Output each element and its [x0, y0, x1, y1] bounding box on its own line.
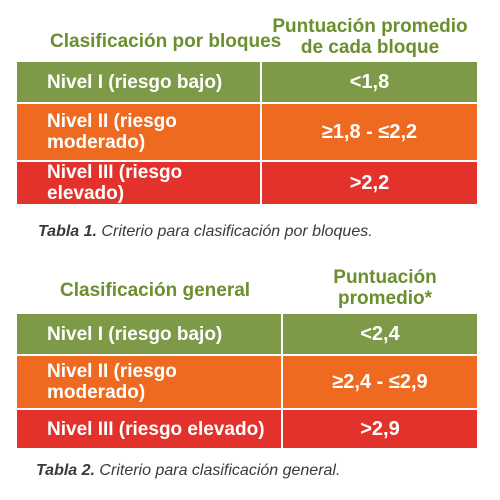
- level-value: >2,2: [260, 160, 479, 206]
- table-row: Nivel II (riesgo moderado) ≥2,4 - ≤2,9: [15, 354, 479, 410]
- level-label-line2: moderado): [47, 132, 146, 153]
- table-1-header-right-line1: Puntuación promedio: [272, 16, 468, 37]
- table-1: Nivel I (riesgo bajo) <1,8 Nivel II (rie…: [15, 60, 479, 206]
- table-2-header-right-line1: Puntuación: [333, 267, 437, 288]
- level-label: Nivel II (riesgo moderado): [15, 354, 283, 410]
- table-2-header-right: Puntuación promedio*: [290, 267, 480, 309]
- table-row: Nivel II (riesgo moderado) ≥1,8 - ≤2,2: [15, 102, 479, 162]
- table-2-header-left: Clasificación general: [60, 280, 251, 301]
- table-row: Nivel III (riesgo elevado) >2,2: [15, 160, 479, 206]
- level-value: <2,4: [281, 312, 479, 356]
- table-row: Nivel I (riesgo bajo) <2,4: [15, 312, 479, 356]
- table-1-header-right: Puntuación promedio de cada bloque: [255, 16, 485, 58]
- table-2-header-right-line2: promedio*: [338, 288, 432, 309]
- table-1-caption: Tabla 1. Criterio para clasificación por…: [38, 223, 373, 241]
- level-value: ≥1,8 - ≤2,2: [260, 102, 479, 162]
- level-label: Nivel III (riesgo elevado): [15, 160, 262, 206]
- table-1-header-left: Clasificación por bloques: [50, 31, 282, 52]
- table-row: Nivel III (riesgo elevado) >2,9: [15, 408, 479, 450]
- level-label-line1: Nivel II (riesgo: [47, 111, 177, 132]
- level-value: <1,8: [260, 60, 479, 104]
- table-2-caption: Tabla 2. Criterio para clasificación gen…: [36, 462, 340, 480]
- table-1-header-right-line2: de cada bloque: [300, 37, 440, 58]
- level-label-line2: moderado): [47, 382, 146, 403]
- caption-label: Tabla 2.: [36, 462, 95, 479]
- level-value: >2,9: [281, 408, 479, 450]
- level-value: ≥2,4 - ≤2,9: [281, 354, 479, 410]
- caption-text: Criterio para clasificación por bloques.: [96, 223, 373, 240]
- table-row: Nivel I (riesgo bajo) <1,8: [15, 60, 479, 104]
- table-2: Nivel I (riesgo bajo) <2,4 Nivel II (rie…: [15, 312, 479, 450]
- caption-label: Tabla 1.: [38, 223, 97, 240]
- level-label: Nivel II (riesgo moderado): [15, 102, 262, 162]
- level-label: Nivel I (riesgo bajo): [15, 312, 283, 356]
- level-label: Nivel III (riesgo elevado): [15, 408, 283, 450]
- level-label: Nivel I (riesgo bajo): [15, 60, 262, 104]
- caption-text: Criterio para clasificación general.: [94, 462, 341, 479]
- level-label-line1: Nivel II (riesgo: [47, 361, 177, 382]
